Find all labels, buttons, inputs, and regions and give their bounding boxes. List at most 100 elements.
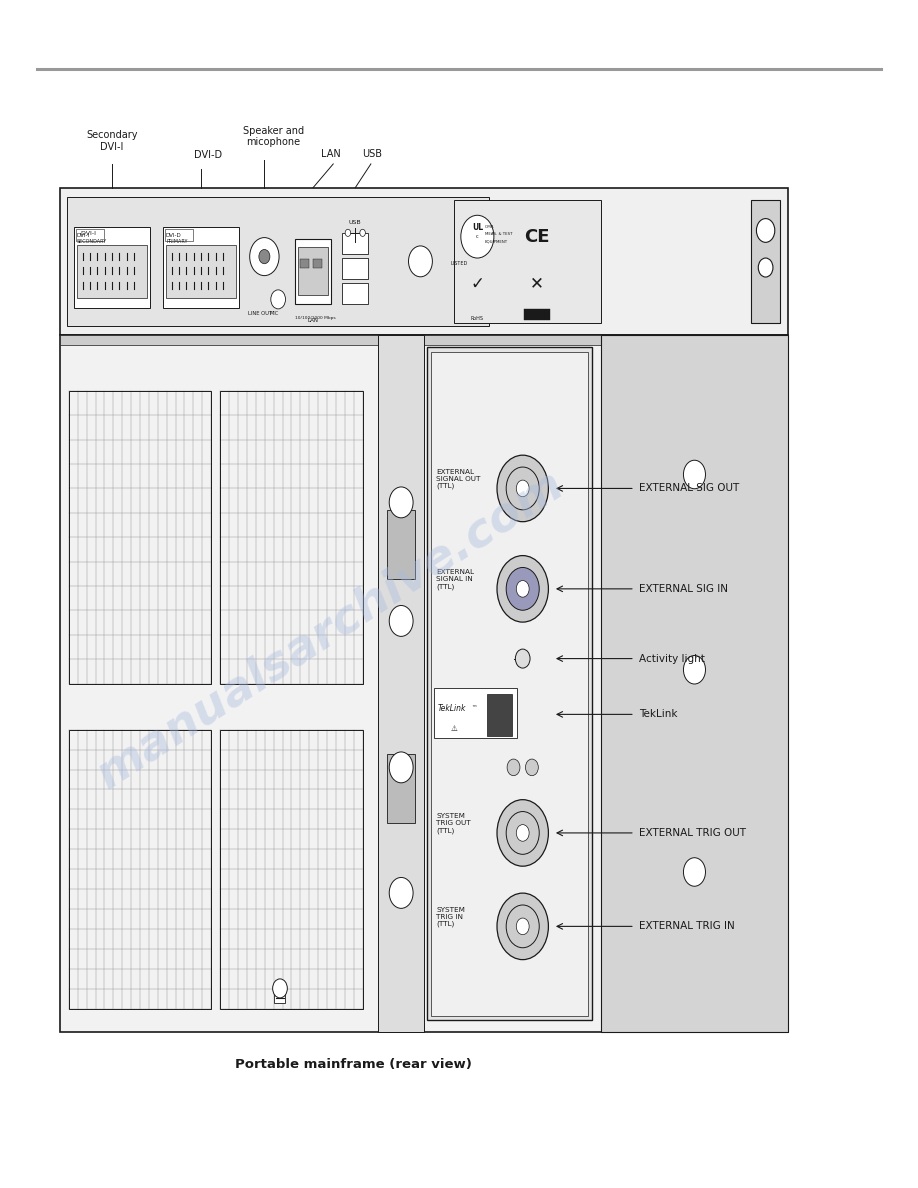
Text: LINE OUT: LINE OUT — [248, 311, 272, 316]
Circle shape — [516, 581, 529, 598]
Circle shape — [515, 649, 530, 668]
Circle shape — [389, 752, 413, 783]
Bar — [165, 229, 193, 241]
Bar — [76, 229, 104, 241]
Text: EQUIPMENT: EQUIPMENT — [485, 240, 508, 244]
Text: ⚠: ⚠ — [451, 725, 458, 733]
Bar — [313, 259, 322, 268]
Text: 10/100/1000 Mbps: 10/100/1000 Mbps — [295, 316, 335, 321]
Bar — [60, 335, 788, 345]
Circle shape — [497, 800, 548, 866]
Text: EXTERNAL SIG OUT: EXTERNAL SIG OUT — [640, 484, 740, 493]
Bar — [60, 335, 788, 1032]
Bar — [220, 391, 363, 684]
Text: MEAS. & TEST: MEAS. & TEST — [485, 233, 512, 236]
Bar — [69, 391, 211, 684]
Text: DVI-D: DVI-D — [195, 151, 222, 160]
Bar — [220, 729, 363, 1009]
Text: LAN: LAN — [320, 150, 341, 159]
Bar — [69, 729, 211, 1009]
Bar — [74, 227, 150, 308]
Text: SECONDARY: SECONDARY — [77, 239, 107, 244]
Bar — [434, 688, 517, 738]
Circle shape — [525, 759, 538, 776]
Bar — [342, 258, 368, 279]
Text: TekLink: TekLink — [640, 709, 677, 720]
Bar — [751, 200, 780, 323]
Circle shape — [683, 858, 705, 886]
Text: USB: USB — [349, 220, 362, 225]
Bar — [387, 510, 415, 579]
Circle shape — [259, 249, 270, 264]
Bar — [427, 347, 592, 1020]
Text: EXTERNAL
SIGNAL IN
(TTL): EXTERNAL SIGNAL IN (TTL) — [436, 569, 474, 589]
Bar — [67, 197, 489, 326]
Bar — [300, 259, 309, 268]
Bar — [298, 247, 328, 295]
Text: Activity light: Activity light — [640, 653, 705, 664]
Text: Portable mainframe (rear view): Portable mainframe (rear view) — [235, 1059, 472, 1070]
Text: MIC: MIC — [270, 311, 279, 316]
Circle shape — [461, 215, 494, 258]
Circle shape — [273, 979, 287, 998]
Bar — [387, 754, 415, 823]
Circle shape — [516, 824, 529, 841]
Text: OMR: OMR — [485, 226, 494, 229]
Circle shape — [345, 229, 351, 236]
Text: PRIMARY: PRIMARY — [166, 239, 187, 244]
Text: DVI-D: DVI-D — [165, 233, 181, 238]
Circle shape — [389, 487, 413, 518]
Circle shape — [389, 878, 413, 909]
Circle shape — [497, 455, 548, 522]
Bar — [378, 335, 424, 1032]
Circle shape — [683, 460, 705, 488]
Text: ™: ™ — [471, 706, 476, 710]
Bar — [163, 227, 239, 308]
Bar — [601, 335, 788, 1032]
Text: ✓: ✓ — [470, 274, 485, 292]
Text: SYSTEM
TRIG IN
(TTL): SYSTEM TRIG IN (TTL) — [436, 906, 465, 927]
Text: EXTERNAL TRIG IN: EXTERNAL TRIG IN — [640, 922, 735, 931]
Bar — [77, 245, 147, 298]
Text: UL: UL — [472, 222, 483, 232]
Circle shape — [409, 246, 432, 277]
Text: manualsarchive.com: manualsarchive.com — [88, 461, 573, 798]
Text: USB: USB — [362, 150, 382, 159]
Circle shape — [497, 556, 548, 623]
Text: EXTERNAL
SIGNAL OUT
(TTL): EXTERNAL SIGNAL OUT (TTL) — [436, 469, 480, 489]
Bar — [166, 245, 236, 298]
Circle shape — [758, 258, 773, 277]
Text: Secondary
DVI-I: Secondary DVI-I — [86, 131, 138, 152]
Text: LISTED: LISTED — [451, 261, 467, 266]
Circle shape — [360, 229, 365, 236]
Circle shape — [506, 811, 539, 854]
Text: RoHS: RoHS — [471, 316, 484, 321]
Circle shape — [506, 467, 539, 510]
Circle shape — [507, 759, 520, 776]
Text: TekLink: TekLink — [438, 704, 466, 713]
Text: EXTERNAL TRIG OUT: EXTERNAL TRIG OUT — [640, 828, 746, 838]
Text: DVI-I: DVI-I — [77, 232, 96, 236]
Circle shape — [506, 568, 539, 611]
Text: LAN: LAN — [308, 318, 319, 323]
Circle shape — [506, 905, 539, 948]
Bar — [487, 694, 512, 735]
Circle shape — [516, 480, 529, 497]
Bar — [431, 352, 588, 1016]
Circle shape — [250, 238, 279, 276]
Circle shape — [756, 219, 775, 242]
Text: DVI-I: DVI-I — [76, 233, 89, 238]
Bar — [60, 188, 788, 335]
Circle shape — [516, 918, 529, 935]
Text: CE: CE — [524, 228, 550, 246]
Circle shape — [683, 656, 705, 684]
Circle shape — [271, 290, 285, 309]
Text: c: c — [476, 234, 478, 239]
Bar — [274, 988, 285, 1003]
Text: ✕: ✕ — [530, 274, 544, 292]
Text: EXTERNAL SIG IN: EXTERNAL SIG IN — [640, 583, 728, 594]
Bar — [342, 233, 368, 254]
Text: Speaker and
micophone: Speaker and micophone — [243, 126, 304, 147]
Bar — [342, 283, 368, 304]
Bar — [295, 239, 331, 304]
